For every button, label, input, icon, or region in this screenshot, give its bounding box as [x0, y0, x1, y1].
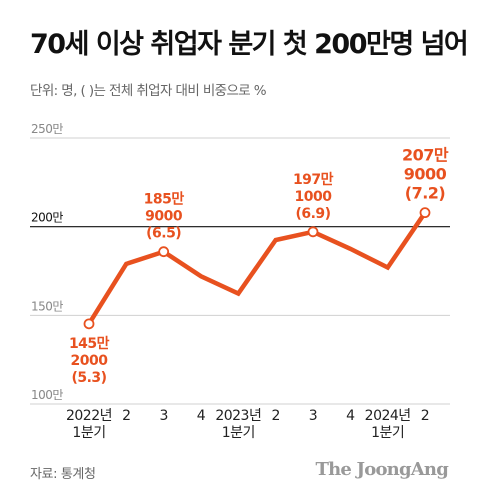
data-point — [83, 318, 95, 330]
chart-title: 70세 이상 취업자 분기 첫 200만명 넘어 — [30, 29, 469, 60]
y-tick-label: 200만 — [31, 211, 63, 225]
data-point — [158, 246, 170, 258]
data-label: 9000 — [145, 209, 183, 225]
data-label: (7.2) — [405, 184, 445, 203]
x-tick-label: 1분기 — [72, 425, 105, 441]
series-line — [87, 211, 427, 325]
x-tick-label: 2023년 — [215, 408, 261, 424]
y-tick-label: 100만 — [31, 388, 63, 402]
data-label: (6.5) — [146, 226, 181, 242]
data-label: 2000 — [71, 353, 109, 369]
data-point — [419, 207, 431, 219]
y-tick-label: 250만 — [31, 122, 63, 136]
x-tick-label: 2 — [271, 408, 279, 424]
data-label: (6.9) — [295, 206, 330, 222]
brand-logo: The JoongAng — [315, 459, 449, 480]
data-label: (5.3) — [71, 370, 106, 386]
data-label: 185만 — [144, 192, 185, 208]
x-tick-label: 2 — [122, 408, 130, 424]
data-label: 1000 — [295, 189, 333, 205]
x-tick-label: 2 — [421, 408, 429, 424]
x-tick-label: 1분기 — [371, 425, 404, 441]
x-tick-label: 2024년 — [365, 408, 411, 424]
x-tick-label: 3 — [309, 408, 317, 424]
x-tick-label: 1분기 — [222, 425, 255, 441]
data-point — [307, 226, 319, 238]
data-label: 207만 — [402, 146, 449, 165]
x-tick-label: 2022년 — [66, 408, 112, 424]
source-note: 자료: 통계청 — [30, 467, 96, 482]
x-tick-label: 3 — [159, 408, 167, 424]
data-label: 9000 — [404, 165, 447, 184]
data-label: 145만 — [69, 336, 110, 352]
chart-subtitle: 단위: 명, ( )는 전체 취업자 대비 비중으로 % — [30, 83, 267, 99]
y-tick-label: 150만 — [31, 299, 63, 313]
data-label: 197만 — [293, 172, 334, 188]
x-tick-label: 4 — [197, 408, 206, 424]
x-tick-label: 4 — [346, 408, 355, 424]
